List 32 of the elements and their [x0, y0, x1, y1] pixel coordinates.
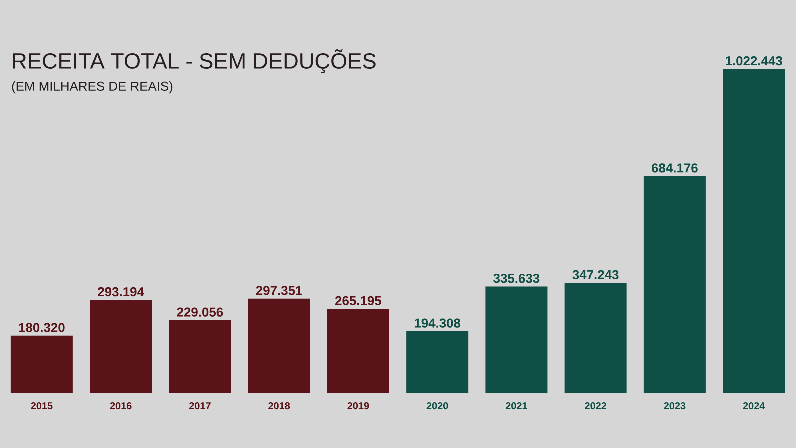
data-label: 180.320 [19, 323, 65, 332]
bar [564, 283, 627, 393]
bar [90, 300, 152, 393]
x-tick-label: 2022 [585, 402, 606, 410]
bar [644, 176, 706, 393]
data-label: 347.243 [572, 270, 619, 280]
bar [169, 320, 232, 393]
data-label: 265.195 [335, 296, 382, 306]
text: (EM MILHARES DE REAIS) [12, 82, 173, 94]
x-tick-label: 2023 [664, 402, 686, 410]
bar [248, 298, 310, 393]
x-tick-label: 2024 [743, 402, 766, 410]
x-tick-label: 2015 [31, 402, 53, 410]
x-tick-label: 2021 [506, 402, 528, 410]
data-label: 1.022.443 [726, 56, 782, 66]
data-label: 194.308 [414, 318, 461, 328]
bar [327, 309, 390, 393]
bar [486, 286, 548, 393]
bar [723, 69, 786, 393]
x-tick-label: 2017 [189, 402, 211, 410]
data-label: 229.056 [177, 308, 224, 317]
x-tick-label: 2020 [426, 402, 448, 410]
data-label: 684.176 [652, 164, 698, 173]
x-tick-label: 2016 [110, 402, 132, 410]
x-tick-label: 2019 [348, 402, 370, 410]
data-label: 293.194 [98, 287, 144, 297]
data-label: 335.633 [494, 274, 540, 284]
bar [406, 331, 469, 393]
bar [10, 336, 73, 393]
x-tick-label: 2018 [268, 402, 290, 410]
data-label: 297.351 [256, 286, 302, 296]
chart-title: RECEITA TOTAL - SEM DEDUÇÕES [13, 50, 376, 74]
